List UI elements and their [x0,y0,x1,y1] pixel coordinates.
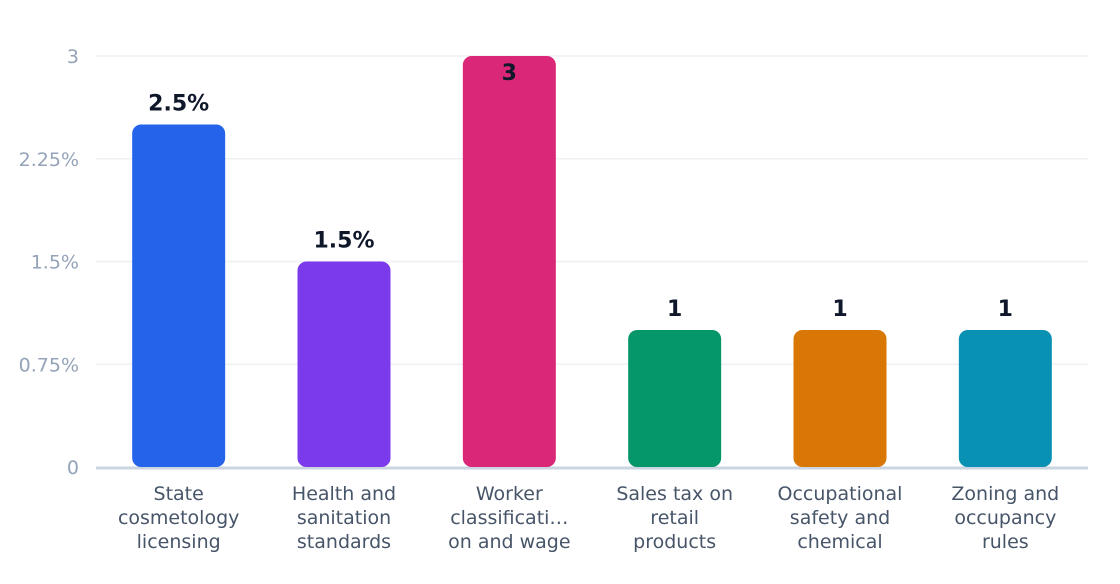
x-category-label: Worker classificati… on and wage [448,483,570,553]
x-category-label-line: Sales tax on [616,483,733,505]
bars [132,56,1052,467]
bar [132,124,226,467]
x-category-label-line: retail [650,507,699,529]
bar [297,261,391,467]
x-category-label-line: Health and [292,483,396,505]
y-tick-label: 0.75% [19,354,79,376]
x-category-label-line: safety and [790,507,890,529]
x-category-label-line: on and wage [448,531,570,553]
y-tick-label: 3 [67,46,79,68]
bar [958,330,1052,467]
x-category-label-line: chemical [797,531,882,553]
x-category-label-line: classificati… [450,507,568,529]
data-label: 1 [832,297,847,322]
x-category-label: Sales tax on retail products [616,483,733,553]
bar [793,330,887,467]
x-category-label-line: Occupational [778,483,903,505]
y-axis-tick-labels: 0 0.75% 1.5% 2.25% 3 [19,46,79,479]
data-label: 1 [667,297,682,322]
y-tick-label: 2.25% [19,149,79,171]
x-category-label: State cosmetology licensing [118,483,239,553]
x-category-label-line: State [154,483,204,505]
x-category-label: Health and sanitation standards [292,483,396,553]
x-category-label-line: cosmetology [118,507,239,529]
x-category-label: Zoning and occupancy rules [951,483,1059,553]
x-category-label-line: Zoning and [951,483,1059,505]
y-tick-label: 1.5% [31,252,79,274]
gridlines [96,55,1088,365]
x-category-label-line: licensing [137,531,221,553]
x-category-label-line: occupancy [954,507,1056,529]
x-category-label-line: products [633,531,716,553]
bar [462,56,556,467]
bar [628,330,722,467]
x-category-label-line: sanitation [297,507,391,529]
data-label: 1 [998,297,1013,322]
data-label: 1.5% [313,229,374,254]
data-labels: 2.5% 1.5% 3 1 1 1 [148,61,1013,322]
x-category-label-line: rules [982,531,1029,553]
data-label: 3 [502,61,517,86]
data-label: 2.5% [148,92,209,117]
y-tick-label: 0 [67,457,79,479]
x-category-label-line: Worker [476,483,543,505]
x-category-label: Occupational safety and chemical [778,483,903,553]
x-category-label-line: standards [297,531,391,553]
x-axis-category-labels: State cosmetology licensing Health and sanit… [118,483,1059,553]
